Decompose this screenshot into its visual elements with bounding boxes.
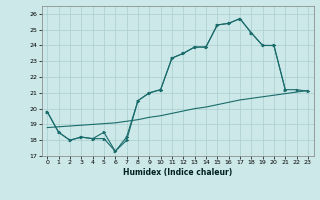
X-axis label: Humidex (Indice chaleur): Humidex (Indice chaleur)	[123, 168, 232, 177]
